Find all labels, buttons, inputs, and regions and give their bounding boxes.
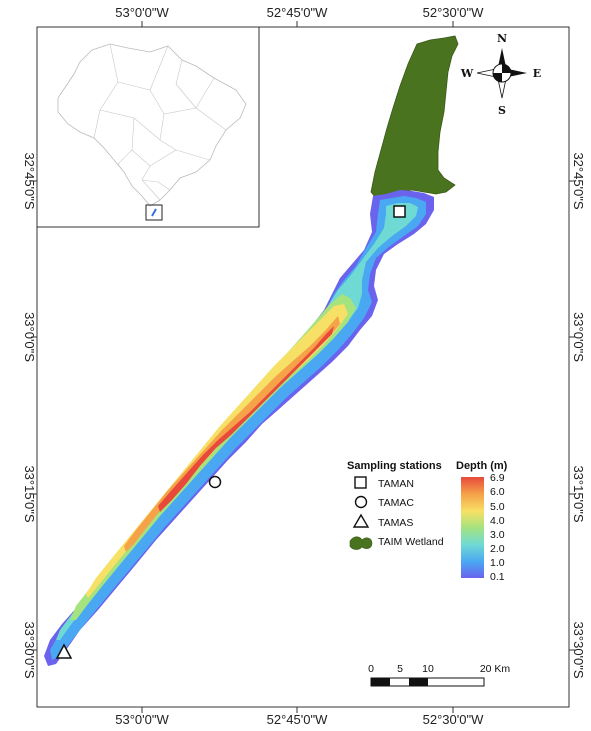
compass-east-label: E <box>533 67 541 80</box>
legend-depth: Depth (m) 6.9 6.0 5.0 4.0 3.0 2.0 1.0 0.… <box>456 460 508 583</box>
scale-label-20km: 20 Km <box>480 663 511 675</box>
legend-taman-label: TAMAN <box>378 478 414 490</box>
lake-layer-6m-plus <box>158 326 334 512</box>
depth-tick-4: 4.0 <box>490 515 505 527</box>
inset-study-area-box <box>145 204 163 221</box>
right-axis-label-4: 33°30'0"S <box>571 621 586 678</box>
left-axis-label-3: 33°15'0"S <box>22 465 37 522</box>
legend-taim-wetland-label: TAIM Wetland <box>378 536 444 548</box>
inset-brazil-map <box>36 26 260 228</box>
legend-circle-symbol <box>354 495 368 509</box>
legend-tamas-label: TAMAS <box>378 517 413 529</box>
compass-rose: N S W E <box>460 32 541 117</box>
depth-tick-8: 0.1 <box>490 571 505 583</box>
legend-triangle-symbol <box>352 513 370 528</box>
station-tamas-marker <box>55 643 73 659</box>
compass-west-label: W <box>460 67 474 80</box>
legend-stations-title: Sampling stations <box>347 460 442 472</box>
top-axis-label-2: 52°45'0"W <box>267 5 328 20</box>
scale-label-5: 5 <box>397 663 403 675</box>
station-tamac-marker <box>208 475 222 489</box>
station-taman-marker <box>393 205 406 218</box>
bottom-axis-label-1: 53°0'0"W <box>115 712 169 727</box>
taim-wetland-area <box>370 35 459 199</box>
right-axis-label-1: 32°45'0"S <box>571 152 586 209</box>
left-axis-label-2: 33°0'0"S <box>22 312 37 362</box>
depth-tick-5: 3.0 <box>490 529 505 541</box>
top-axis-label-1: 53°0'0"W <box>115 5 169 20</box>
compass-north-label: N <box>497 32 507 45</box>
scale-bar: 0 5 10 20 Km <box>368 663 511 687</box>
depth-tick-7: 1.0 <box>490 557 505 569</box>
left-axis-label-1: 32°45'0"S <box>22 152 37 209</box>
depth-color-ramp <box>461 477 484 578</box>
right-axis-label-2: 33°0'0"S <box>571 312 586 362</box>
depth-tick-1: 6.9 <box>490 472 505 484</box>
legend-square-symbol <box>354 476 367 489</box>
lake-depth-layers <box>44 190 434 666</box>
legend-sampling-stations: Sampling stations TAMAN TAMAC TAMAS TAIM… <box>347 460 444 550</box>
frame-ticks <box>31 21 575 713</box>
lake-layer-5-6m <box>124 316 340 552</box>
legend-depth-title: Depth (m) <box>456 460 508 472</box>
right-axis-label-3: 33°15'0"S <box>571 465 586 522</box>
legend-tamac-label: TAMAC <box>378 497 414 509</box>
bottom-axis-label-2: 52°45'0"W <box>267 712 328 727</box>
compass-south-label: S <box>498 104 506 117</box>
bottom-axis-label-3: 52°30'0"W <box>423 712 484 727</box>
legend-wetland-symbol <box>349 536 373 550</box>
scale-label-0: 0 <box>368 663 374 675</box>
scale-label-10: 10 <box>422 663 434 675</box>
depth-tick-3: 5.0 <box>490 501 505 513</box>
depth-tick-6: 2.0 <box>490 543 505 555</box>
left-axis-label-4: 33°30'0"S <box>22 621 37 678</box>
top-axis-label-3: 52°30'0"W <box>423 5 484 20</box>
depth-tick-2: 6.0 <box>490 486 505 498</box>
